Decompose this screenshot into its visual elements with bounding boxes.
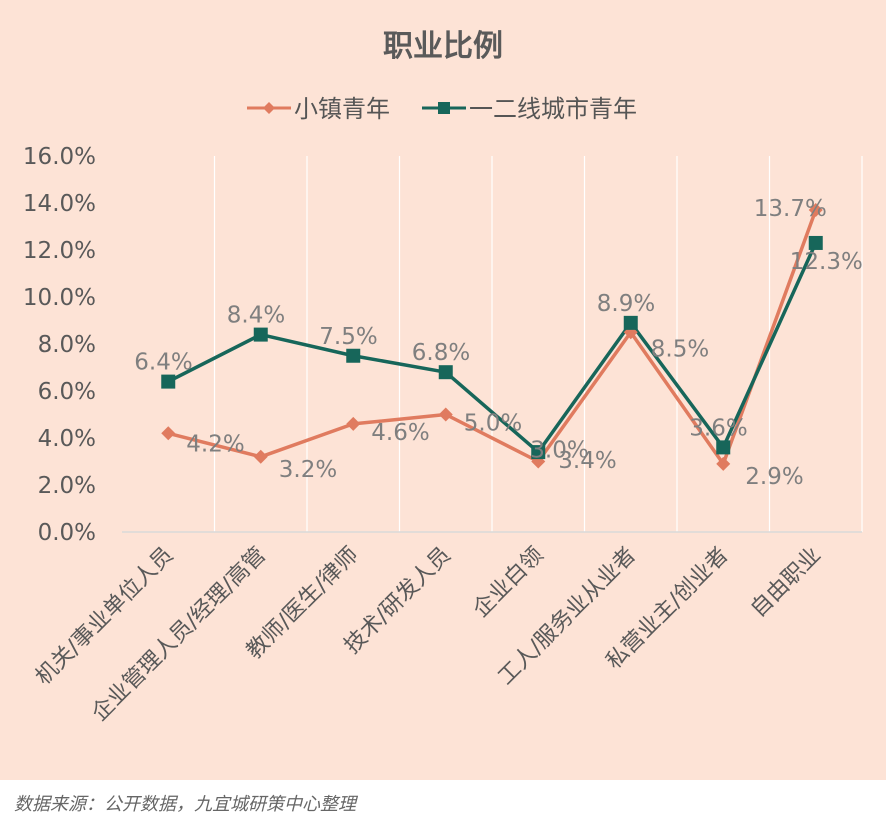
legend-label: 小镇青年 (294, 95, 390, 123)
source-note: 数据来源：公开数据，九宜城研策中心整理 (14, 794, 356, 815)
legend-label: 一二线城市青年 (469, 95, 637, 123)
series-line (167, 242, 818, 454)
data-label: 12.3% (790, 249, 863, 275)
y-tick-label: 10.0% (23, 285, 96, 311)
data-label: 4.2% (186, 431, 244, 457)
legend: 小镇青年 一二线城市青年 (247, 95, 637, 123)
y-tick-label: 4.0% (38, 426, 96, 452)
data-label: 3.0% (530, 438, 588, 464)
legend-marker (438, 102, 450, 114)
data-label: 13.7% (754, 196, 827, 222)
data-point (253, 449, 268, 464)
y-tick-label: 2.0% (38, 473, 96, 499)
series-layer (161, 203, 823, 471)
legend-marker (263, 102, 275, 114)
data-point (531, 445, 546, 460)
data-label: 2.9% (745, 464, 803, 490)
line-chart: 职业比例 小镇青年 一二线城市青年 0.0% 2.0% 4.0% 6.0% 8.0% 10.… (23, 29, 863, 727)
data-point (253, 327, 268, 342)
y-tick-label: 0.0% (38, 520, 96, 546)
x-tick-label: 自由职业 (746, 543, 826, 623)
data-label: 3.6% (689, 415, 747, 441)
y-tick-label: 14.0% (23, 191, 96, 217)
y-axis: 0.0% 2.0% 4.0% 6.0% 8.0% 10.0% 12.0% 14.0% 16.0% (23, 144, 96, 546)
data-label: 8.5% (651, 336, 709, 362)
data-label: 7.5% (319, 324, 377, 350)
data-label: 3.4% (558, 448, 616, 474)
series-line (167, 209, 818, 466)
data-label: 4.6% (371, 420, 429, 446)
source-bar (0, 780, 886, 828)
data-point (808, 203, 823, 218)
data-label: 6.8% (412, 340, 470, 366)
y-tick-label: 6.0% (38, 379, 96, 405)
data-point (716, 456, 731, 471)
data-label: 8.9% (597, 291, 655, 317)
data-labels: 4.2% 3.2% 4.6% 5.0% 3.0% 8.5% 2.9% 13.7% 6.4% 8.4… (134, 196, 863, 490)
data-point (623, 315, 638, 330)
data-point (161, 374, 176, 389)
data-label: 6.4% (134, 350, 192, 376)
data-label: 5.0% (464, 411, 522, 437)
y-tick-label: 16.0% (23, 144, 96, 170)
y-tick-label: 8.0% (38, 332, 96, 358)
data-point (438, 407, 453, 422)
data-point (716, 440, 731, 455)
data-point (161, 426, 176, 441)
data-point (346, 416, 361, 431)
data-label: 8.4% (227, 303, 285, 329)
chart-title: 职业比例 (383, 29, 503, 64)
data-point (438, 365, 453, 380)
data-label: 3.2% (279, 457, 337, 483)
data-point (346, 348, 361, 363)
data-point (808, 235, 823, 250)
y-tick-label: 12.0% (23, 238, 96, 264)
x-tick-label: 企业管理人员/经理/高管 (87, 543, 271, 727)
x-tick-label: 企业白领 (469, 543, 549, 623)
